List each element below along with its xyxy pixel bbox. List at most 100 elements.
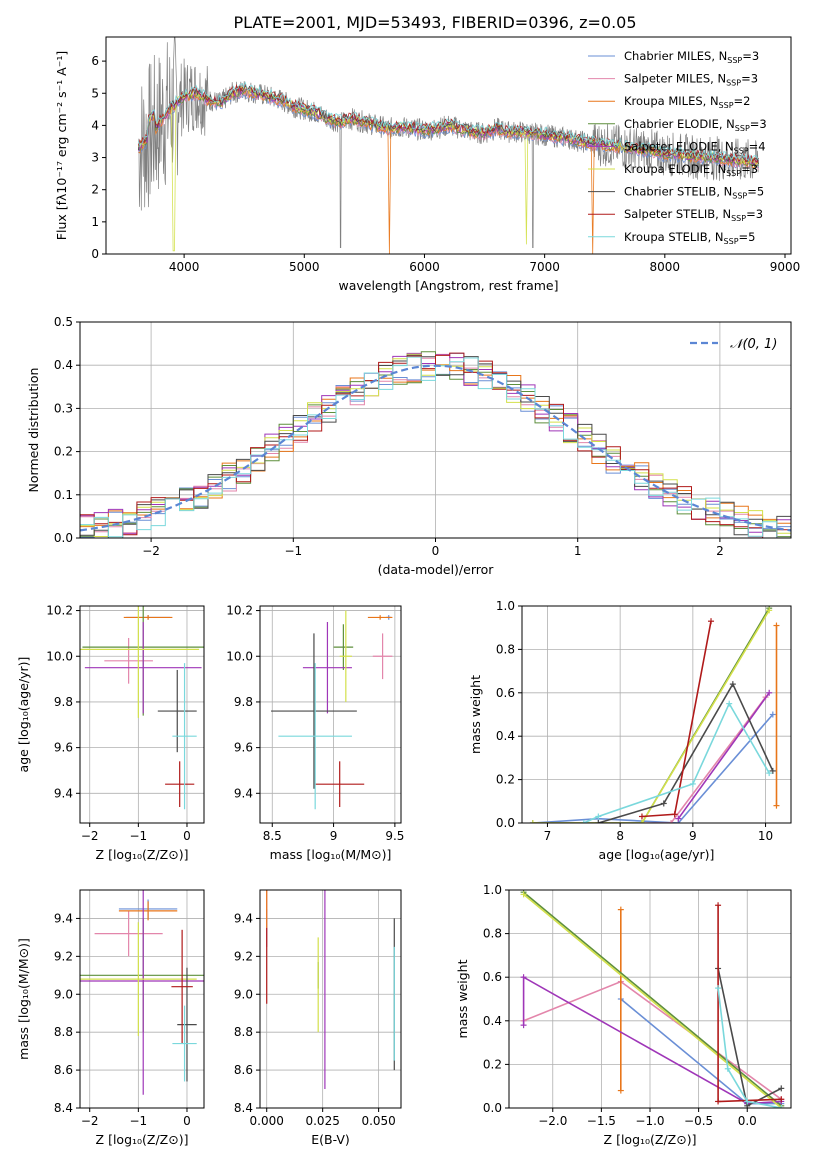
x-tick-label: −2.0 <box>538 1114 567 1128</box>
y-tick-label: 9.6 <box>234 741 253 755</box>
legend: Chabrier MILES, NSSP=3 Salpeter MILES, NS… <box>588 49 767 246</box>
axes-frame <box>508 889 792 1109</box>
x-tick-label: 1 <box>574 544 582 558</box>
model-spectrum-line <box>138 85 759 165</box>
y-tick-label: 6 <box>91 54 99 68</box>
x-axis-label: age [log₁₀(age/yr)] <box>599 847 715 862</box>
x-tick-label: 0 <box>183 1114 191 1128</box>
axes-frame <box>79 321 792 539</box>
x-tick-label: 7 <box>544 829 552 843</box>
y-tick-label: 0.8 <box>496 642 515 656</box>
y-tick-label: 1.0 <box>496 599 515 613</box>
legend-entry: Salpeter MILES, NSSP=3 <box>624 72 758 88</box>
data-spectrum-line <box>138 37 759 248</box>
x-tick-label: −2 <box>81 1114 99 1128</box>
model-spectrum-line <box>138 89 759 170</box>
y-tick-label: 0.4 <box>483 1014 502 1028</box>
mass-weight-line <box>598 682 774 823</box>
y-tick-label: 9.0 <box>54 987 73 1001</box>
x-tick-label: 0 <box>183 829 191 843</box>
legend-entry: 𝒩(0, 1) <box>730 337 777 352</box>
y-tick-label: 9.8 <box>234 695 253 709</box>
mass-weight-line <box>522 975 782 1105</box>
axes-mass_vs_ebv: 0.000 0.025 0.050 8.4 8.6 8.8 9.0 9.2 9.4 E(B-V) <box>234 889 402 1147</box>
axes-residuals: −2 −1 0 1 2 0.0 0.1 0.2 0.3 0.4 0.5 (data-model)/er… <box>26 315 792 577</box>
figure-title: PLATE=2001, MJD=53493, FIBERID=0396, z=0… <box>233 13 636 32</box>
x-axis-label: Z [log₁₀(Z/Z⊙)] <box>604 1132 697 1147</box>
plot-area <box>529 606 780 823</box>
x-tick-label: −1.0 <box>635 1114 664 1128</box>
axes-frame <box>79 605 205 824</box>
model-spectrum-line <box>138 86 759 252</box>
y-tick-label: 9.4 <box>54 911 73 925</box>
y-tick-label: 0.1 <box>54 488 73 502</box>
x-tick-label: 0.025 <box>305 1114 339 1128</box>
plot-area <box>266 890 395 1090</box>
y-tick-label: 5 <box>91 86 99 100</box>
x-axis-label: wavelength [Angstrom, rest frame] <box>338 278 558 293</box>
y-tick-label: 8.8 <box>54 1025 73 1039</box>
x-axis-label: Z [log₁₀(Z/Z⊙)] <box>96 1132 189 1147</box>
mass-weight-line <box>523 893 782 1108</box>
y-tick-label: 0 <box>91 247 99 261</box>
legend-entry: Salpeter ELODIE, NSSP=4 <box>624 139 766 155</box>
y-tick-label: 1 <box>91 215 99 229</box>
y-tick-label: 0.5 <box>54 315 73 329</box>
y-tick-label: 8.4 <box>54 1101 73 1115</box>
y-tick-label: 2 <box>91 183 99 197</box>
axes-weight_vs_age: 7 8 9 10 0.0 0.2 0.4 0.6 0.8 1.0 age [log₁₀(age/yr… <box>468 599 792 862</box>
x-tick-label: −2 <box>81 829 99 843</box>
legend-entry: Chabrier MILES, NSSP=3 <box>624 49 759 65</box>
x-tick-label: 0.050 <box>361 1114 395 1128</box>
y-axis-label: mass weight <box>455 959 470 1038</box>
y-axis-label: Normed distribution <box>26 368 41 493</box>
legend-entry: Salpeter STELIB, NSSP=3 <box>624 207 763 223</box>
y-tick-label: 10.2 <box>226 604 253 618</box>
y-tick-label: 3 <box>91 151 99 165</box>
y-tick-label: 10.0 <box>46 649 73 663</box>
x-tick-label: 9000 <box>770 260 801 274</box>
x-tick-label: 10 <box>758 829 773 843</box>
x-axis-label: E(B-V) <box>311 1132 350 1147</box>
y-tick-label: 10.0 <box>226 649 253 663</box>
legend-entry: Chabrier STELIB, NSSP=5 <box>624 185 764 201</box>
x-tick-label: −1 <box>284 544 302 558</box>
x-axis-label: (data-model)/error <box>378 562 495 577</box>
y-tick-label: 9.4 <box>54 786 73 800</box>
x-tick-label: −1 <box>130 1114 148 1128</box>
legend-entry: Kroupa STELIB, NSSP=5 <box>624 230 755 246</box>
legend-entry: Kroupa ELODIE, NSSP=3 <box>624 162 758 178</box>
normal-curve <box>80 364 791 532</box>
y-tick-label: 9.4 <box>234 911 253 925</box>
y-tick-label: 0.0 <box>496 816 515 830</box>
axes-spectrum: 4000 5000 6000 7000 8000 9000 0 1 2 3 4 5 6 wavelengt… <box>54 36 801 293</box>
x-axis-label: mass [log₁₀(M/M⊙)] <box>270 847 392 862</box>
mass-weight-line <box>677 692 770 820</box>
y-tick-label: 0.0 <box>54 531 73 545</box>
y-axis-label: mass weight <box>468 675 483 754</box>
x-tick-label: 7000 <box>529 260 560 274</box>
x-tick-label: 9 <box>689 829 697 843</box>
y-tick-label: 9.2 <box>54 949 73 963</box>
y-tick-label: 1.0 <box>483 883 502 897</box>
mass-weight-line <box>532 607 770 823</box>
legend-entry: Chabrier ELODIE, NSSP=3 <box>624 117 767 133</box>
x-tick-label: −1.5 <box>587 1114 616 1128</box>
axes-frame <box>259 889 402 1109</box>
y-tick-label: 9.0 <box>234 987 253 1001</box>
axes-age_vs_Z: −2 −1 0 9.4 9.6 9.8 10.0 10.2 Z [log₁₀(Z/Z⊙)] age… <box>16 604 205 862</box>
y-tick-label: 4 <box>91 118 99 132</box>
plot-area <box>80 351 791 538</box>
x-tick-label: −2 <box>142 544 160 558</box>
x-tick-label: 2 <box>716 544 724 558</box>
x-tick-label: 0 <box>432 544 440 558</box>
y-tick-label: 9.6 <box>54 741 73 755</box>
x-tick-label: −1 <box>130 829 148 843</box>
y-tick-label: 0.4 <box>54 358 73 372</box>
model-spectrum-line <box>138 81 759 163</box>
y-tick-label: 8.4 <box>234 1101 253 1115</box>
plot-area <box>520 890 785 1108</box>
y-axis-label: Flux [fλ10⁻¹⁷ erg cm⁻² s⁻¹ A⁻¹] <box>54 51 69 240</box>
x-tick-label: 9.5 <box>385 829 404 843</box>
